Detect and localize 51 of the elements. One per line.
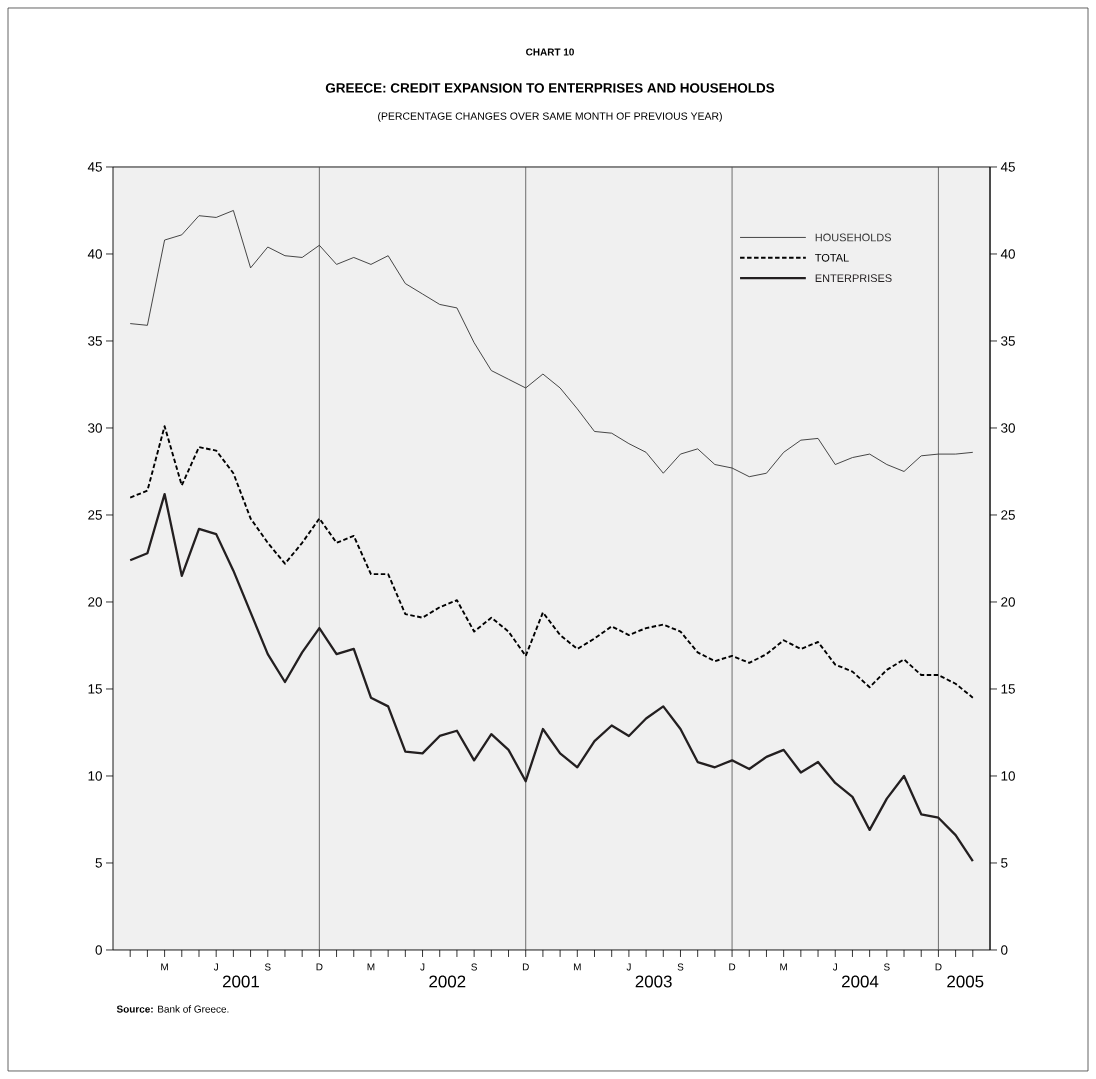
y2-tick-label: 15 bbox=[1001, 684, 1015, 694]
x2-tick-label: 2001 bbox=[222, 975, 259, 988]
line-series bbox=[129, 492, 974, 863]
x-tick-label: M bbox=[573, 963, 581, 971]
x-tick-label: M bbox=[780, 963, 787, 971]
x2-tick-label: 2005 bbox=[947, 975, 984, 988]
x-tick-label: D bbox=[729, 963, 736, 971]
y2-tick-label: 40 bbox=[1000, 249, 1015, 259]
y2-tick-label: 10 bbox=[1001, 771, 1015, 781]
y-tick-label: 0 bbox=[95, 945, 102, 955]
x-tick-label: D bbox=[522, 963, 529, 971]
y2-tick-label: 45 bbox=[1000, 162, 1015, 172]
text: ENTERPRISES bbox=[815, 274, 892, 283]
y-tick-label: 40 bbox=[87, 249, 102, 259]
y-tick-label: 35 bbox=[88, 336, 102, 346]
x-tick-label: J bbox=[832, 963, 837, 971]
text: TOTAL bbox=[815, 253, 849, 262]
x-tick-label: D bbox=[935, 963, 942, 971]
line-series bbox=[129, 425, 974, 699]
caption: CHART 10 bbox=[526, 48, 574, 56]
y2-tick-label: 35 bbox=[1001, 336, 1015, 346]
y-tick-label: 30 bbox=[88, 423, 102, 433]
x2-tick-label: 2004 bbox=[842, 975, 879, 988]
x-tick-label: M bbox=[367, 963, 375, 971]
x-tick-label: D bbox=[316, 963, 323, 971]
x-tick-label: S bbox=[883, 963, 890, 971]
x-tick-label: S bbox=[677, 963, 684, 971]
x-tick-label: S bbox=[264, 963, 271, 971]
y2-tick-label: 0 bbox=[1001, 945, 1008, 955]
line-series bbox=[129, 210, 974, 478]
y-tick-label: 45 bbox=[87, 162, 102, 172]
x-tick-label: J bbox=[626, 963, 631, 971]
chart-subtitle: (PERCENTAGE CHANGES OVER SAME MONTH OF PREVIOUS YEAR) bbox=[378, 112, 722, 122]
x2-tick-label: 2003 bbox=[635, 975, 672, 988]
x-tick-label: J bbox=[213, 963, 218, 971]
x2-tick-label: 2002 bbox=[429, 975, 466, 988]
text: Source: Bank of Greece. bbox=[116, 1005, 229, 1013]
chart-title: GREECE: CREDIT EXPANSION TO ENTERPRISES AND HOUSEHOLDS bbox=[325, 83, 775, 93]
y-tick-label: 15 bbox=[88, 684, 102, 694]
x-tick-label: S bbox=[471, 963, 477, 971]
y2-tick-label: 20 bbox=[1001, 597, 1015, 607]
y-tick-label: 10 bbox=[88, 771, 102, 781]
y2-tick-label: 5 bbox=[1001, 858, 1008, 868]
y-tick-label: 25 bbox=[88, 510, 102, 520]
y2-tick-label: 25 bbox=[1001, 510, 1015, 520]
x-tick-label: M bbox=[161, 963, 168, 971]
y-tick-label: 20 bbox=[88, 597, 102, 607]
y-tick-label: 5 bbox=[95, 858, 102, 868]
x-tick-label: J bbox=[420, 963, 425, 971]
y2-tick-label: 30 bbox=[1001, 423, 1015, 433]
text: HOUSEHOLDS bbox=[815, 233, 892, 242]
